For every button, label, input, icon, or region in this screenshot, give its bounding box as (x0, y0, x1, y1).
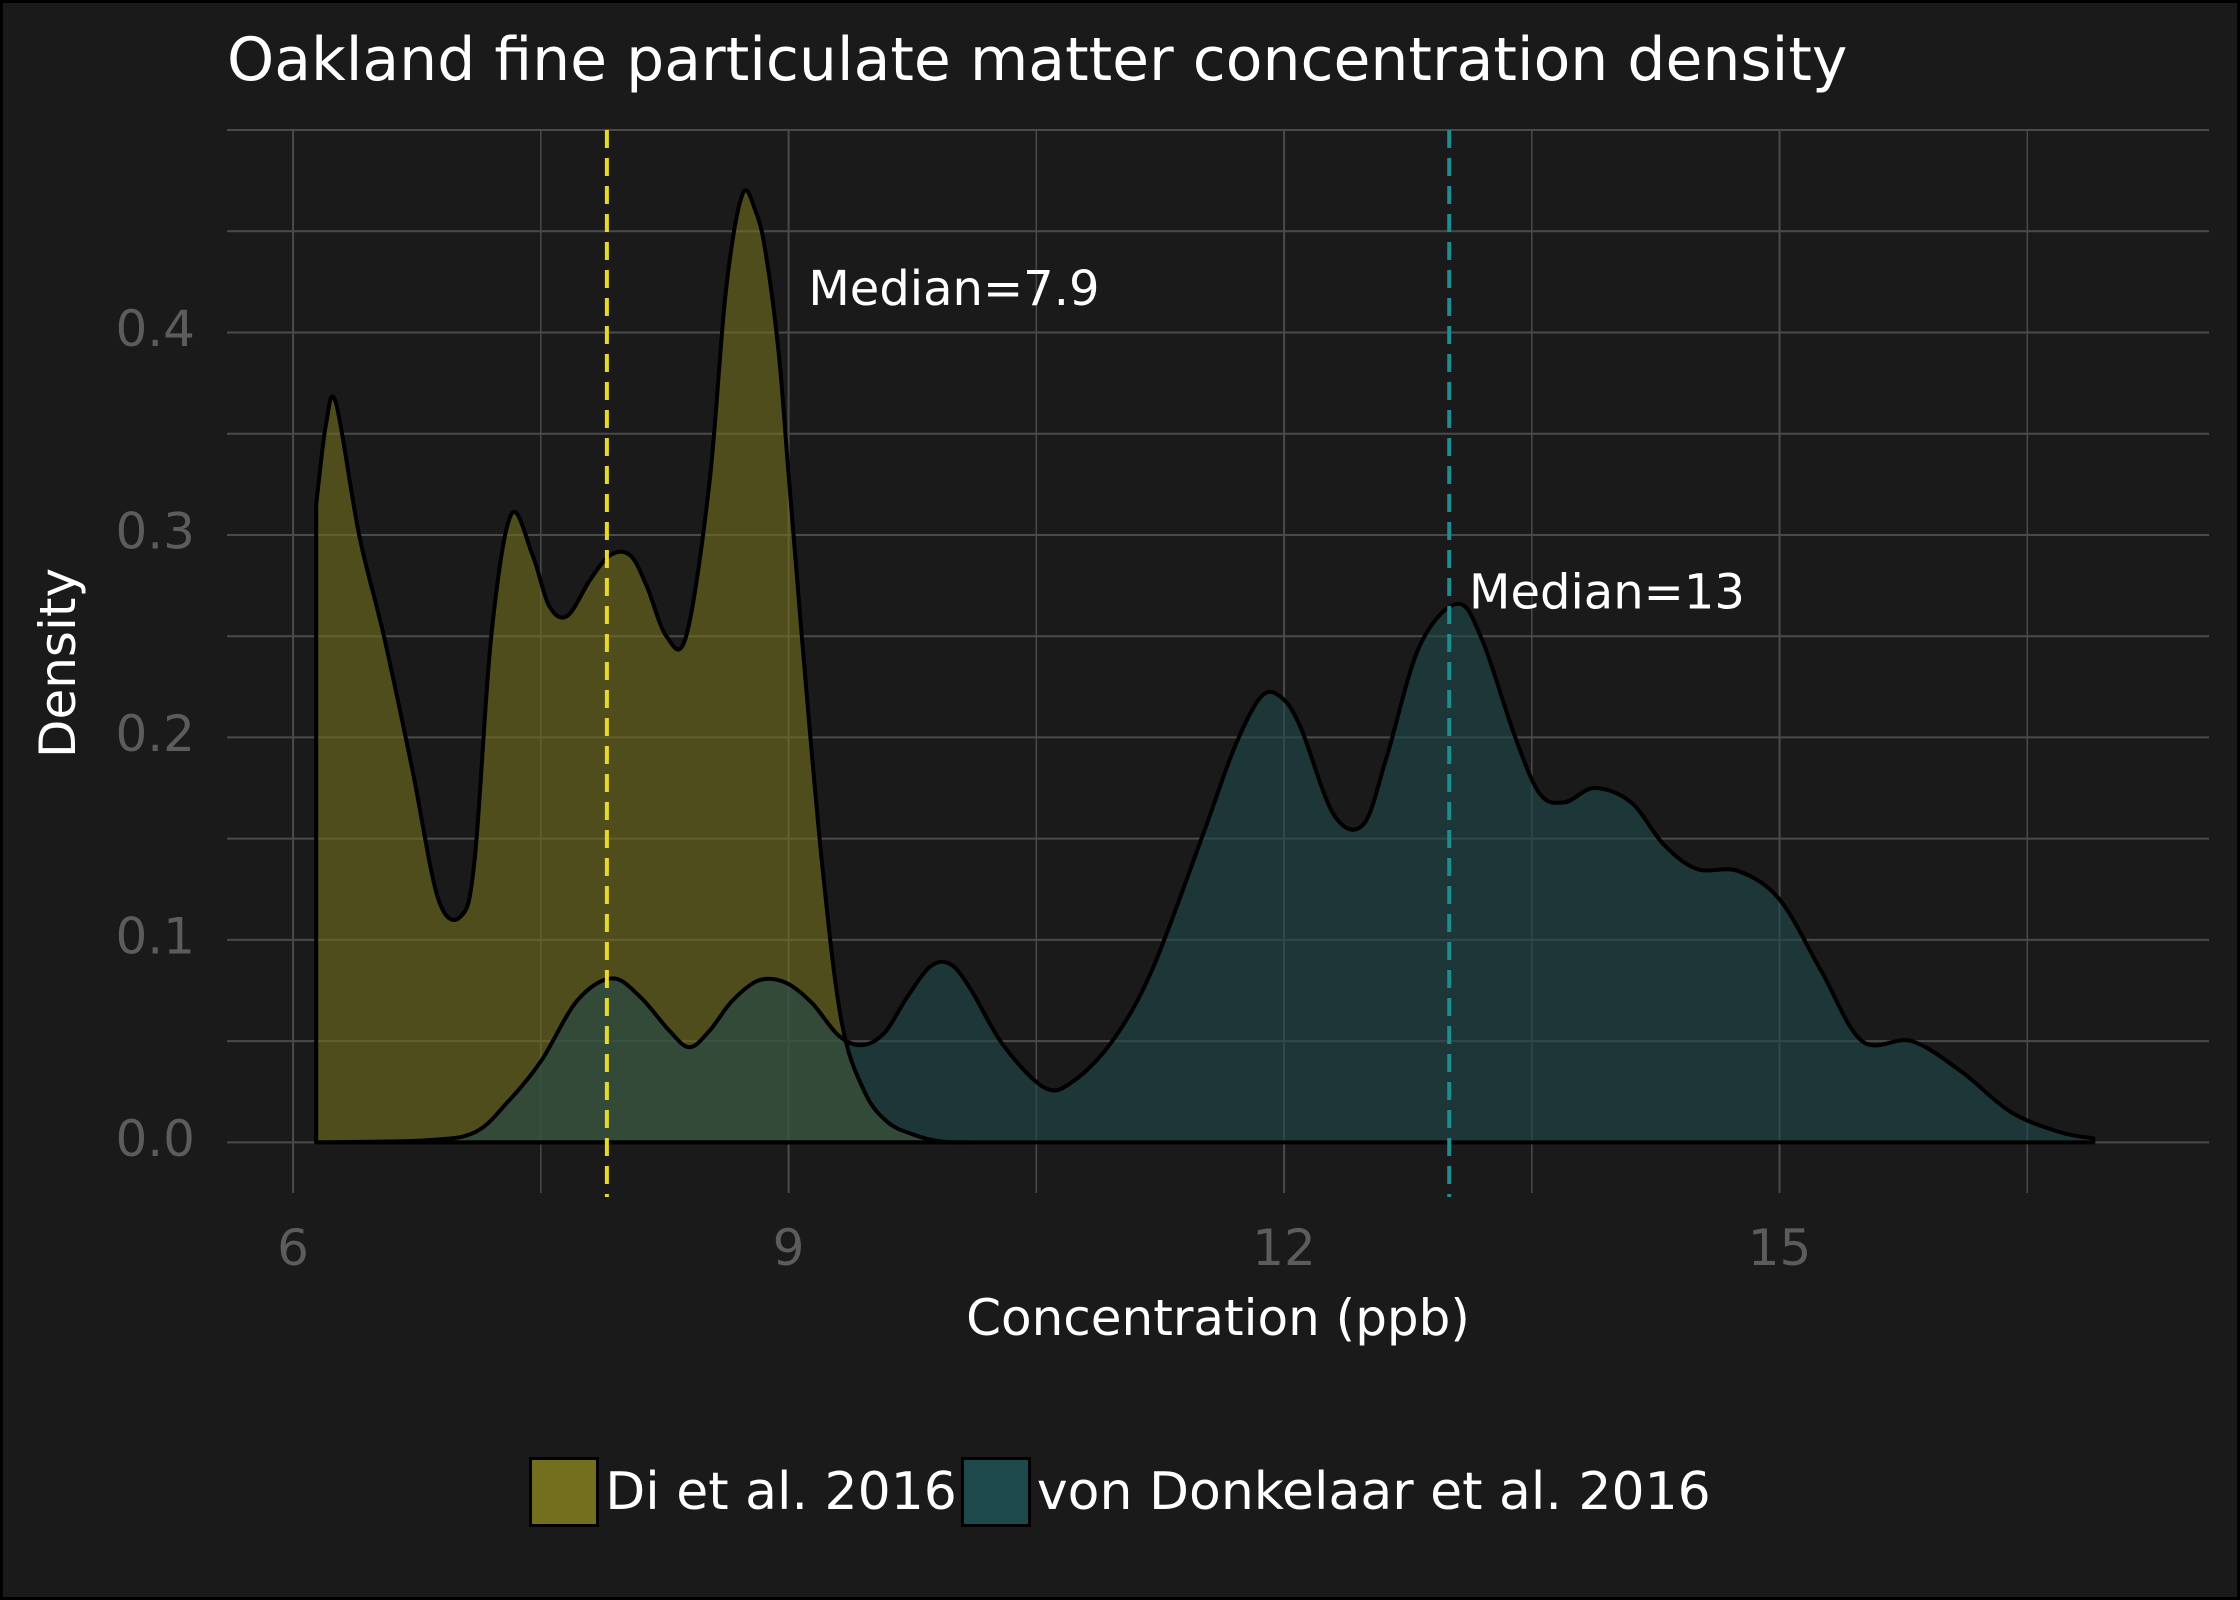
legend-swatch-von-donkelaar (960, 1457, 1031, 1527)
legend-item-von-donkelaar[interactable]: von Donkelaar et al. 2016 (960, 1457, 1711, 1527)
y-axis-label: Density (29, 568, 87, 758)
median-lines: Median=7.9 Median=13 (604, 130, 1745, 1197)
x-tick-label: 6 (277, 1219, 309, 1277)
x-tick-label: 15 (1748, 1219, 1812, 1277)
legend-swatch-di (529, 1457, 600, 1527)
density-areas (314, 188, 2096, 1145)
x-tick-label: 9 (773, 1219, 805, 1277)
median-label: Median=13 (1469, 565, 1745, 621)
legend-label-von-donkelaar: von Donkelaar et al. 2016 (1036, 1462, 1711, 1522)
chart-title: Oakland fine particulate matter concentr… (227, 25, 1847, 95)
density-area-di (316, 190, 971, 1143)
density-area-von-donkelaar (316, 603, 2094, 1143)
y-tick-label: 0.3 (115, 502, 195, 560)
x-axis-label: Concentration (ppb) (966, 1289, 1470, 1347)
density-chart: Median=7.9 Median=13 6 9 12 15 0.0 0.1 0.2 0.3 0.… (29, 25, 2209, 1347)
legend-label-di: Di et al. 2016 (605, 1462, 957, 1522)
y-tick-label: 0.0 (115, 1110, 195, 1168)
median-label: Median=7.9 (808, 261, 1099, 317)
axis-ticks: 6 9 12 15 0.0 0.1 0.2 0.3 0.4 (115, 300, 1811, 1277)
density-area-von-donkelaar-outline (314, 601, 2096, 1145)
legend-item-di[interactable]: Di et al. 2016 (529, 1457, 957, 1527)
x-tick-label: 12 (1252, 1219, 1316, 1277)
legend: Di et al. 2016 von Donkelaar et al. 2016 (3, 1454, 2237, 1530)
density-area-di-outline (314, 188, 973, 1145)
y-tick-label: 0.1 (115, 907, 195, 965)
y-tick-label: 0.4 (115, 300, 195, 358)
y-tick-label: 0.2 (115, 705, 195, 763)
